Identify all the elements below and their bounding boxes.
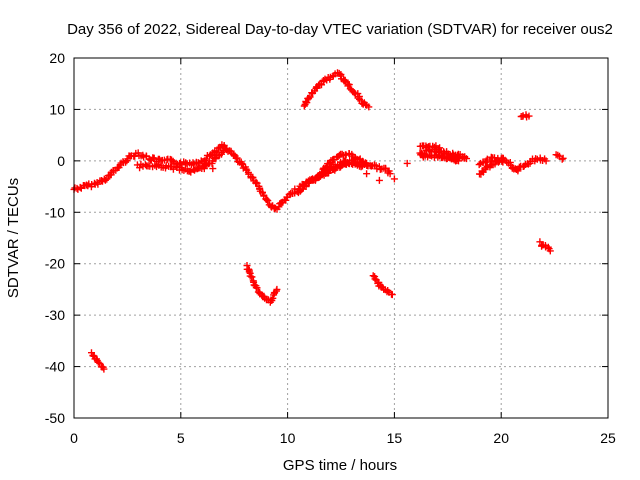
data-point	[558, 155, 566, 163]
plot-border	[73, 57, 609, 419]
data-point	[386, 170, 394, 178]
data-point	[305, 94, 313, 102]
plot-area	[74, 58, 608, 418]
data-point	[403, 159, 411, 167]
data-point	[321, 164, 329, 172]
data-point	[103, 175, 111, 183]
data-point	[252, 178, 260, 186]
data-point	[482, 164, 490, 172]
data-point	[101, 176, 109, 184]
series-arc-3	[416, 142, 470, 165]
data-point	[245, 268, 253, 276]
x-tick-labels: 0 5 10 15 20 25	[70, 430, 616, 446]
x-axis-label: GPS time / hours	[283, 457, 397, 474]
data-point	[546, 247, 554, 255]
data-point	[434, 148, 442, 156]
data-point	[365, 103, 373, 111]
data-point	[200, 165, 208, 173]
data-point	[303, 99, 311, 107]
data-point	[220, 147, 227, 155]
data-point	[264, 197, 272, 205]
series-arc-1c	[294, 156, 366, 197]
data-point	[559, 154, 567, 162]
data-point	[475, 161, 483, 169]
x-tick-label: 25	[600, 430, 616, 446]
y-tick-label: -20	[45, 256, 65, 272]
data-point	[249, 174, 257, 182]
series-arc-2	[300, 69, 373, 111]
y-tick-label: -40	[45, 359, 65, 375]
y-tick-label: 10	[49, 101, 65, 117]
data-point	[273, 285, 281, 293]
data-point	[544, 243, 552, 251]
series-arc-5	[476, 154, 507, 178]
gridlines	[74, 58, 608, 418]
data-points	[70, 69, 567, 373]
series-arc-6	[552, 151, 567, 163]
series-arc-1d	[315, 150, 371, 181]
data-point	[375, 176, 383, 184]
data-point	[100, 365, 108, 373]
data-point	[136, 164, 144, 172]
data-point	[172, 162, 180, 170]
data-point	[248, 273, 256, 281]
data-point	[388, 291, 396, 299]
x-tick-label: 10	[280, 430, 296, 446]
data-point	[420, 150, 428, 158]
series-arc-11	[88, 349, 108, 373]
data-point	[455, 157, 462, 165]
data-point	[350, 89, 358, 97]
data-point	[499, 154, 507, 162]
data-point	[230, 151, 238, 158]
data-point	[262, 196, 270, 203]
y-tick-label: -50	[45, 410, 65, 426]
x-tick-label: 20	[493, 430, 509, 446]
series-arc-1b	[133, 147, 227, 176]
y-axis-label: SDTVAR / TECUs	[5, 178, 22, 298]
y-tick-label: -10	[45, 204, 65, 220]
series-arc-8	[536, 238, 554, 255]
series-outliers	[200, 149, 424, 184]
data-point	[306, 93, 314, 101]
data-point	[363, 170, 371, 178]
x-tick-label: 0	[70, 430, 78, 446]
data-point	[312, 176, 319, 183]
y-tick-label: 20	[49, 50, 65, 66]
x-tick-label: 5	[177, 430, 185, 446]
x-tick-label: 15	[387, 430, 403, 446]
data-point	[209, 165, 217, 173]
data-point	[253, 284, 261, 292]
data-point	[436, 144, 444, 152]
data-point	[363, 159, 371, 167]
data-point	[371, 275, 379, 283]
data-point	[269, 294, 277, 302]
data-point	[525, 112, 533, 120]
data-point	[94, 358, 102, 366]
data-point	[275, 203, 283, 211]
data-point	[345, 81, 353, 89]
data-point	[416, 149, 424, 157]
data-point	[336, 162, 344, 169]
series-arc-7	[517, 111, 533, 121]
y-tick-labels: -50 -40 -30 -20 -10 0 10 20	[45, 50, 65, 426]
data-point	[390, 175, 398, 183]
y-tick-label: -30	[45, 307, 65, 323]
axis-ticks	[73, 57, 609, 419]
series-arc-10	[369, 272, 396, 299]
series-arc-9	[243, 262, 281, 306]
data-point	[355, 156, 363, 164]
data-point	[246, 272, 254, 280]
y-tick-label: 0	[57, 153, 65, 169]
chart-title: Day 356 of 2022, Sidereal Day-to-day VTE…	[67, 21, 613, 38]
data-point	[542, 157, 550, 165]
data-point	[357, 163, 365, 171]
